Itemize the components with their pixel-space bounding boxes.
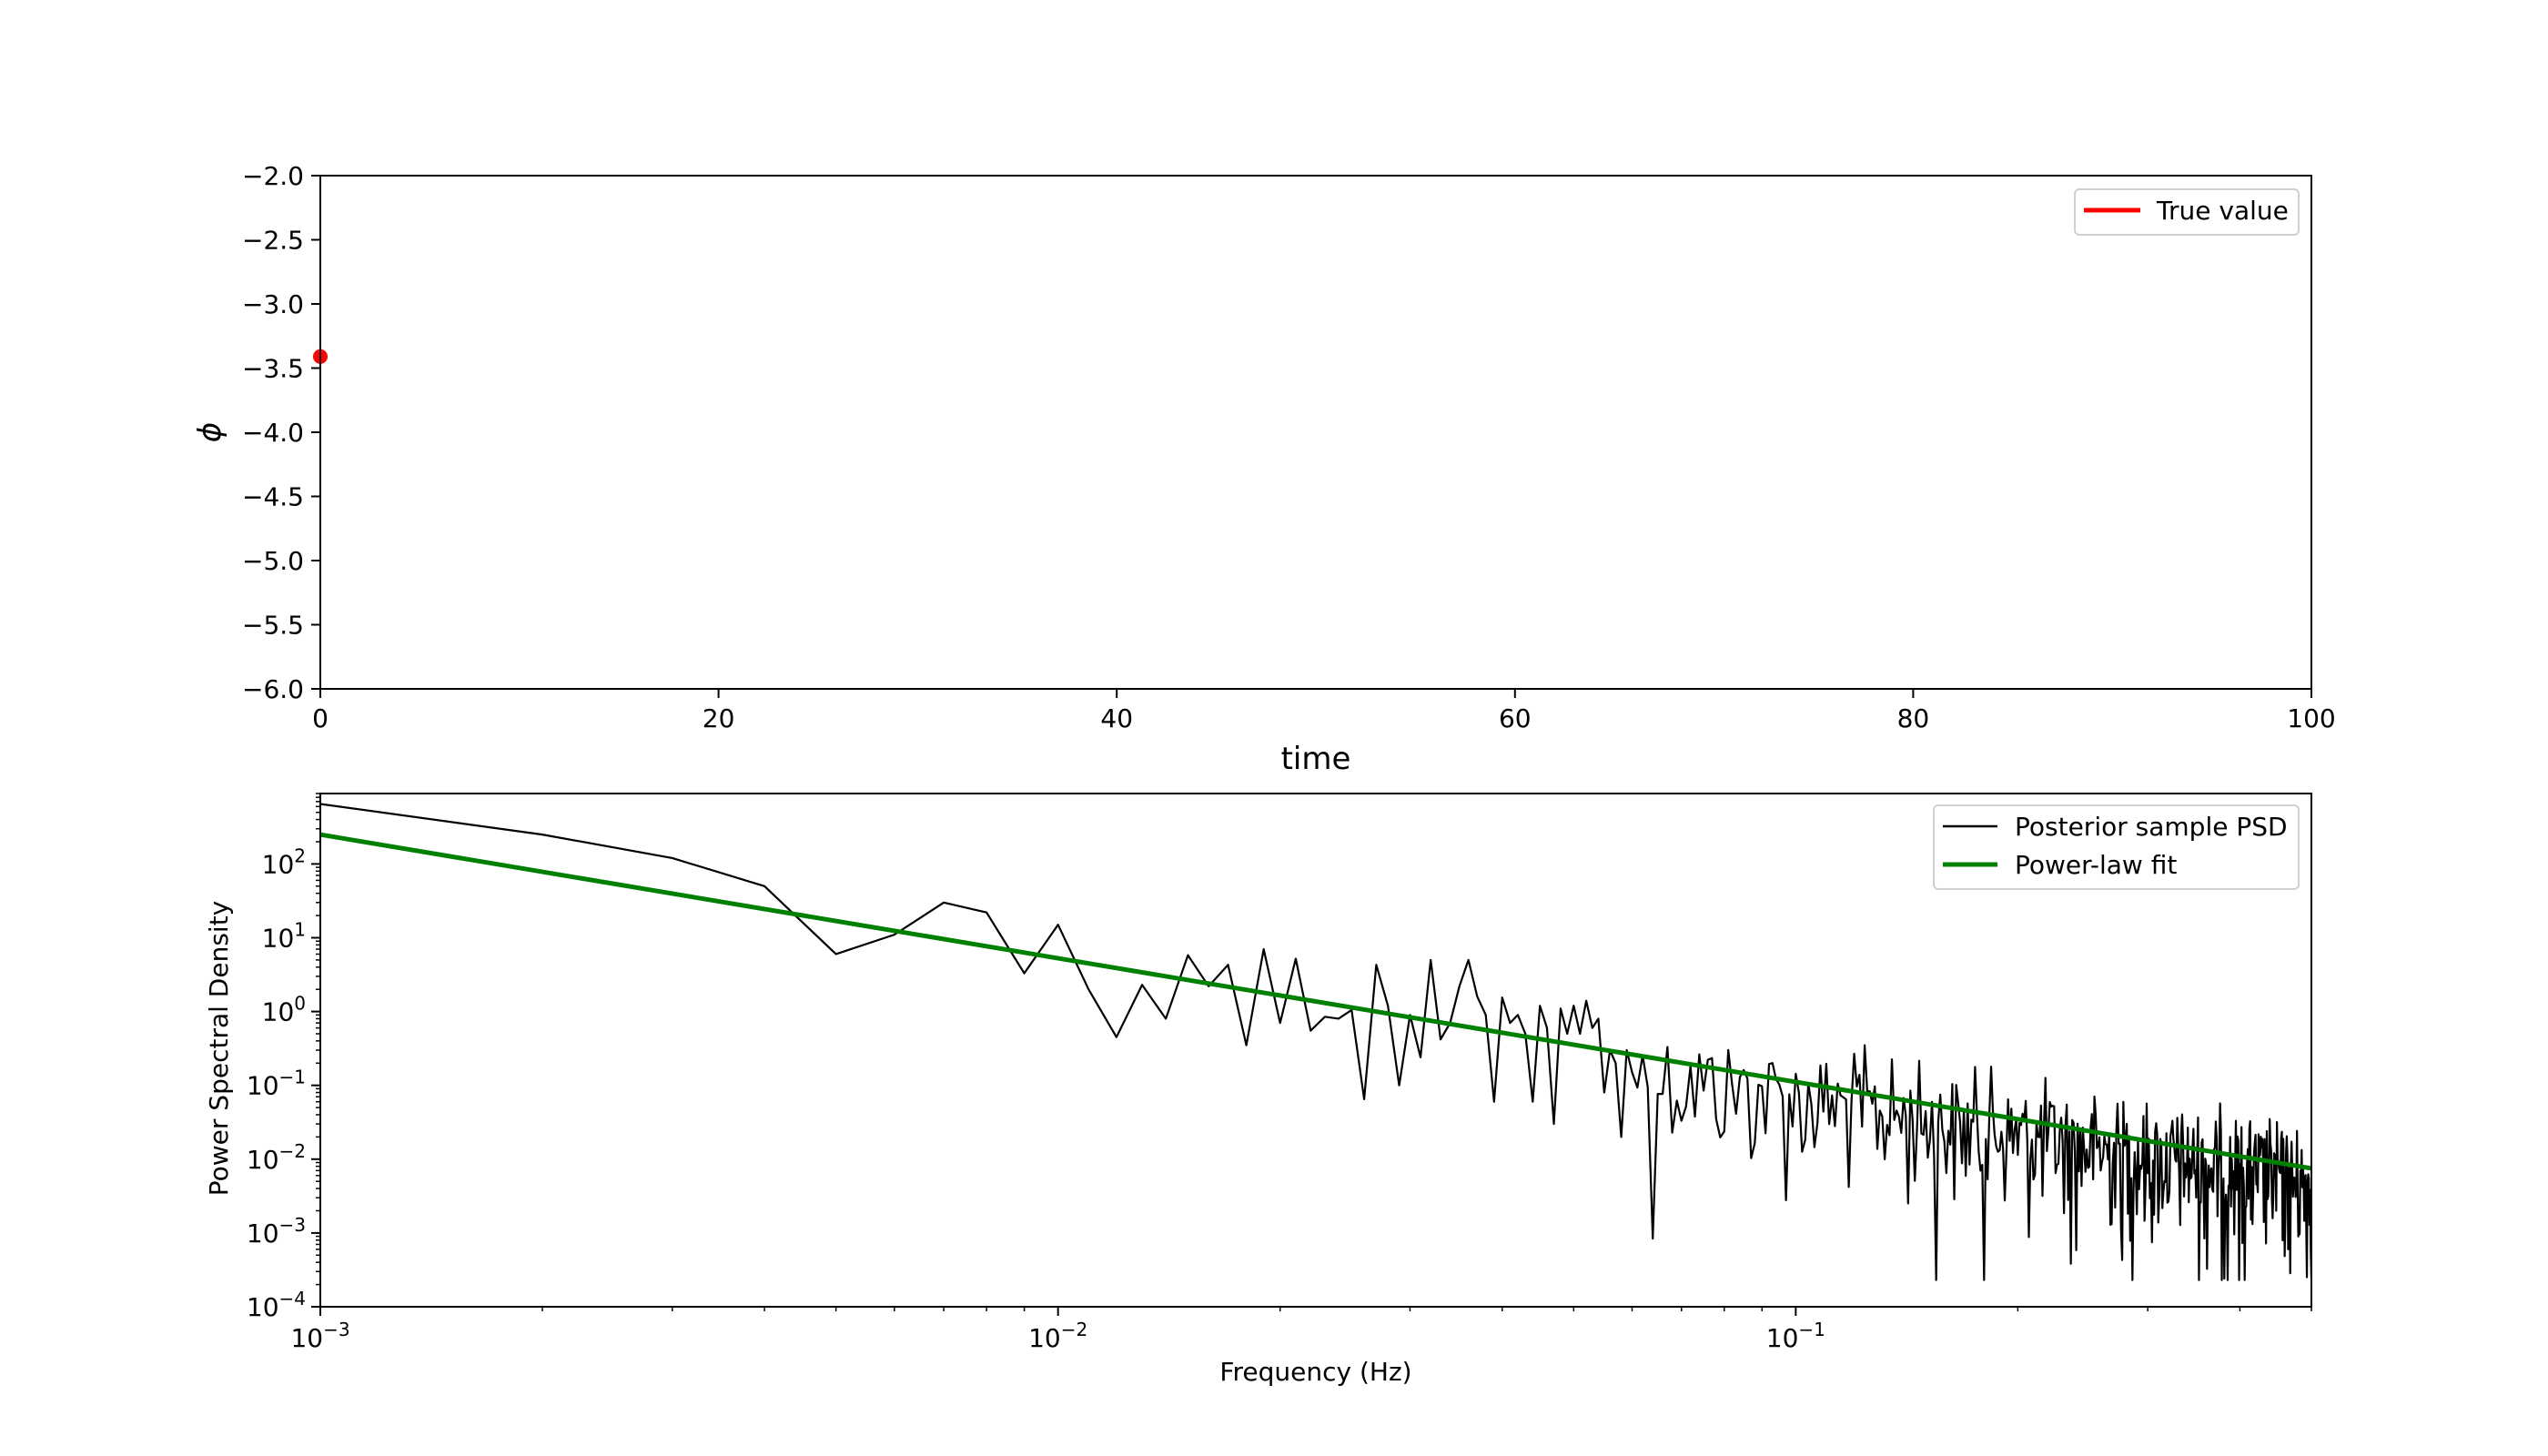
bottom-x-ticks: 10−3 10−2 10−1: [290, 1307, 2312, 1353]
bottom-y-tick-label: 10−2: [247, 1140, 306, 1175]
top-y-tick-label: −2.5: [242, 226, 304, 256]
top-axes-frame: [319, 175, 2312, 690]
bottom-legend-psd-label: Posterior sample PSD: [2015, 812, 2288, 842]
bottom-y-axis-label: Power Spectral Density: [204, 901, 234, 1197]
top-x-axis-label: time: [1281, 741, 1351, 777]
top-x-tick-label: 40: [1100, 703, 1133, 733]
bottom-legend-fit-label: Power-law fit: [2015, 850, 2177, 880]
bottom-x-axis-label: Frequency (Hz): [1219, 1357, 1411, 1387]
bottom-y-tick-label: 102: [262, 844, 306, 879]
bottom-y-tick-label: 101: [262, 918, 306, 953]
top-y-tick-label: −3.5: [242, 354, 304, 384]
top-x-tick-label: 20: [703, 703, 735, 733]
top-y-tick-label: −4.0: [242, 418, 304, 448]
top-legend-box: [2074, 188, 2300, 236]
bottom-data: [320, 803, 2311, 1281]
top-y-tick-label: −5.5: [242, 611, 304, 641]
bottom-y-ticks: 10−4 10−3 10−2 10−1 100 101 102: [247, 793, 320, 1322]
bottom-legend: Posterior sample PSD Power-law fit: [1933, 804, 2300, 890]
top-x-ticks: 0 20 40 60 80 100: [312, 689, 2336, 733]
power-law-fit-line: [320, 832, 2311, 1171]
bottom-y-tick-label: 10−4: [247, 1288, 306, 1322]
top-axes: −2.0 −2.5 −3.0 −3.5 −4.0 −4.5 −5.0 −5.5 −6.0 0 20…: [192, 161, 2336, 777]
bottom-x-tick-label: 10−3: [290, 1319, 349, 1353]
bottom-axes-frame: [319, 793, 2312, 1308]
top-x-tick-label: 60: [1499, 703, 1532, 733]
top-y-tick-label: −4.5: [242, 482, 304, 512]
bottom-x-tick-label: 10−2: [1028, 1319, 1087, 1353]
bottom-legend-box: [1933, 804, 2300, 890]
top-x-tick-label: 100: [2287, 703, 2335, 733]
bottom-y-tick-label: 100: [262, 993, 306, 1027]
bottom-x-tick-label: 10−1: [1766, 1319, 1825, 1353]
top-x-tick-label: 80: [1897, 703, 1930, 733]
top-y-ticks: −2.0 −2.5 −3.0 −3.5 −4.0 −4.5 −5.0 −5.5 −6.0: [242, 161, 320, 704]
top-legend: True value: [2074, 188, 2300, 236]
top-y-tick-label: −3.0: [242, 289, 304, 319]
top-y-axis-label: ϕ: [192, 422, 228, 442]
top-legend-true-value-label: True value: [2156, 196, 2289, 226]
bottom-y-tick-label: 10−1: [247, 1067, 306, 1101]
top-x-tick-label: 0: [312, 703, 329, 733]
posterior-psd-line: [320, 803, 2311, 1281]
bottom-y-tick-label: 10−3: [247, 1214, 306, 1249]
top-y-tick-label: −6.0: [242, 674, 304, 704]
top-y-tick-label: −5.0: [242, 546, 304, 576]
top-y-tick-label: −2.0: [242, 161, 304, 191]
